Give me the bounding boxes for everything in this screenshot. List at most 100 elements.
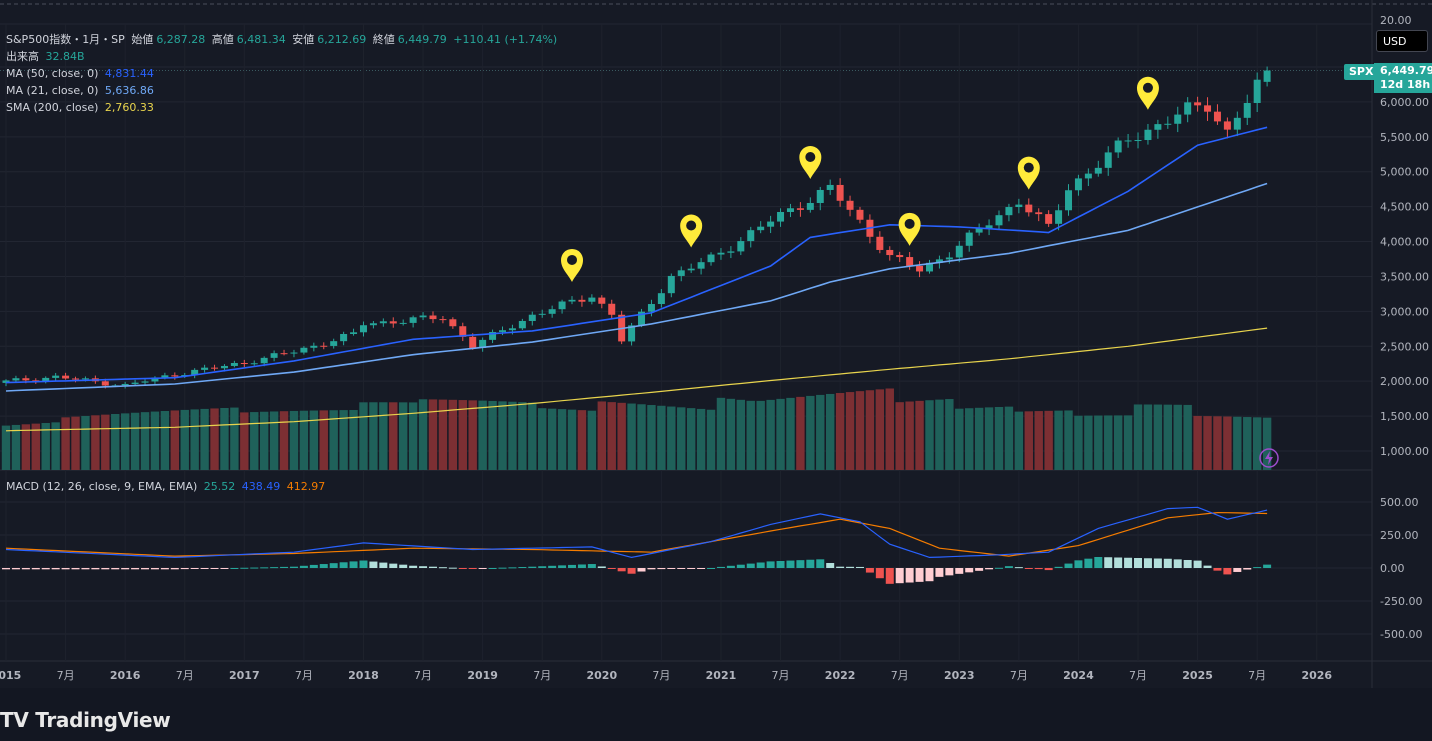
- candle-body: [826, 184, 834, 190]
- symbol-price-tag: SPX: [1344, 64, 1379, 80]
- sma200-value: 2,760.33: [104, 101, 154, 114]
- volume-bar: [71, 416, 80, 470]
- macd-histogram-bar: [1163, 558, 1172, 568]
- candle-body: [568, 299, 576, 302]
- volume-bar: [647, 405, 656, 470]
- macd-legend[interactable]: MACD (12, 26, close, 9, EMA, EMA) 25.52 …: [6, 480, 328, 493]
- macd-histogram-bar: [289, 566, 298, 568]
- macd-histogram-bar: [1124, 557, 1133, 568]
- candle-body: [538, 313, 546, 315]
- volume-bar: [706, 409, 716, 470]
- macd-histogram-bar: [647, 568, 656, 570]
- macd-histogram-bar: [607, 568, 616, 569]
- volume-bar: [557, 409, 567, 470]
- ma21-legend[interactable]: MA (21, close, 0) 5,636.86: [6, 84, 157, 97]
- volume-bar: [21, 424, 31, 470]
- volume-bar: [746, 400, 755, 470]
- candle-body: [916, 265, 924, 272]
- macd-histogram-bar: [41, 568, 50, 570]
- candle-body: [409, 317, 417, 323]
- candle-body: [806, 202, 814, 210]
- location-pin-dot: [1023, 162, 1034, 173]
- candle-body: [211, 367, 219, 369]
- volume-bar: [289, 410, 299, 470]
- volume-value: 32.84B: [45, 50, 85, 63]
- volume-bar: [1143, 404, 1153, 470]
- volume-bar: [259, 411, 269, 470]
- candle-body: [638, 311, 646, 326]
- volume-bar: [1004, 406, 1014, 470]
- volume-bar: [974, 407, 984, 470]
- candlesticks[interactable]: [2, 66, 1271, 389]
- sma200-legend[interactable]: SMA (200, close) 2,760.33: [6, 101, 157, 114]
- macd-histogram-bar: [657, 568, 666, 570]
- candle-body: [528, 314, 536, 321]
- time-tick-label: 2019: [467, 669, 498, 682]
- volume-bar: [816, 394, 825, 470]
- price-tick-label: 2,000.00: [1380, 375, 1429, 388]
- macd-histogram-bar: [915, 568, 924, 582]
- volume-bar: [905, 401, 914, 470]
- macd-histogram-bar: [1034, 568, 1043, 570]
- volume-legend[interactable]: 出来高 32.84B: [6, 50, 88, 63]
- volume-bar: [1252, 417, 1262, 470]
- candle-body: [439, 319, 447, 321]
- symbol-title[interactable]: S&P500指数・1月・SP: [6, 33, 125, 46]
- candle-body: [359, 325, 367, 333]
- footer-bar: [0, 688, 1432, 741]
- candle-body: [230, 362, 238, 366]
- time-tick-label: 7月: [1248, 669, 1266, 682]
- macd-tick-label: 0.00: [1380, 562, 1405, 575]
- tradingview-logo[interactable]: 𝗧𝗩 TradingView: [0, 708, 171, 732]
- macd-histogram-bar: [121, 568, 130, 570]
- time-tick-label: 7月: [772, 669, 790, 682]
- ma21-value: 5,636.86: [104, 84, 154, 97]
- macd-histogram-bar: [776, 560, 785, 568]
- macd-histogram-bar: [1263, 564, 1272, 568]
- ma50-legend[interactable]: MA (50, close, 0) 4,831.44: [6, 67, 157, 80]
- macd-histogram-bar: [1153, 558, 1162, 568]
- currency-button[interactable]: USD: [1376, 30, 1428, 52]
- macd-histogram-bar: [21, 568, 30, 570]
- macd-histogram-bar: [409, 565, 418, 568]
- macd-histogram-bar: [498, 567, 507, 569]
- high-value: 6,481.34: [236, 33, 286, 46]
- volume-bar: [686, 408, 696, 470]
- candle-body: [369, 323, 377, 326]
- candle-body: [737, 241, 745, 252]
- macd-histogram-bar: [81, 568, 90, 570]
- ohlc-legend: S&P500指数・1月・SP 始値 6,287.28 高値 6,481.34 安値 6…: [6, 33, 560, 46]
- volume-bar: [359, 402, 368, 470]
- macd-histogram-bar: [1004, 566, 1013, 568]
- volume-bar: [1084, 415, 1093, 470]
- macd-histogram-bar: [339, 562, 348, 568]
- macd-histogram-bar: [160, 568, 169, 570]
- volume-bar: [577, 410, 587, 470]
- macd-histogram-bar: [478, 568, 487, 569]
- candle-body: [72, 378, 80, 380]
- macd-histogram-bar: [260, 567, 269, 569]
- macd-histogram-bar: [746, 563, 755, 568]
- volume-bar: [1153, 404, 1163, 470]
- candle-body: [1223, 121, 1231, 130]
- volume-bar: [91, 415, 100, 470]
- location-pin-icon: [1136, 76, 1159, 110]
- event-markers[interactable]: [561, 76, 1159, 282]
- macd-histogram-bar: [150, 568, 159, 570]
- macd-histogram-bar: [31, 568, 40, 570]
- price-tick-label: 1,000.00: [1380, 445, 1429, 458]
- candle-body: [1144, 129, 1152, 141]
- candle-body: [52, 375, 60, 378]
- volume-bar: [1044, 410, 1053, 470]
- volume-bar: [994, 406, 1004, 470]
- macd-histogram-bar: [131, 568, 140, 570]
- volume-bar: [220, 407, 229, 470]
- volume-bar: [1233, 416, 1242, 470]
- macd-histogram-bar: [280, 566, 289, 568]
- macd-histogram-bar: [816, 559, 825, 568]
- price-tick-label: 3,500.00: [1380, 270, 1429, 283]
- macd-histogram-bar: [865, 568, 874, 573]
- candle-body: [459, 326, 467, 337]
- volume-bar: [190, 409, 199, 470]
